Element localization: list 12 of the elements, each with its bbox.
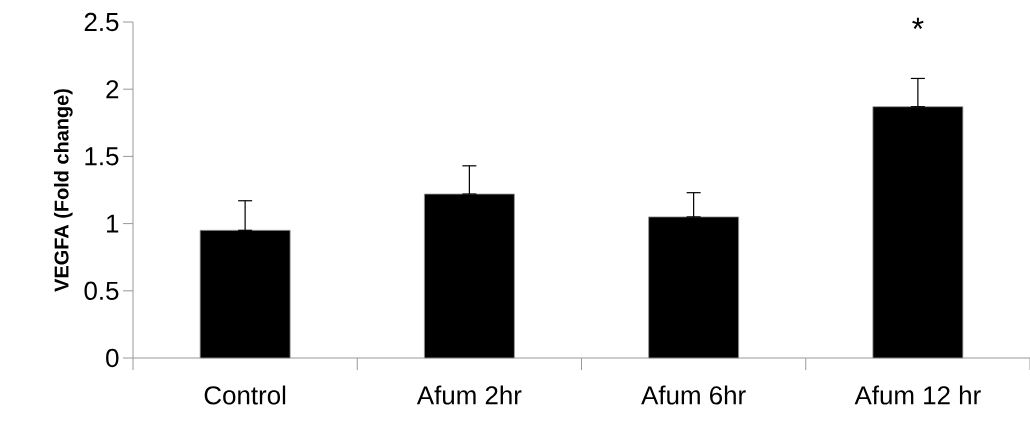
y-tick-label: 1 [107, 214, 119, 233]
x-tick-label: Control [204, 385, 286, 405]
y-tick-label: 0.5 [84, 281, 119, 300]
x-tick-label: Afum 6hr [641, 385, 746, 405]
x-tick-label: Afum 12 hr [854, 385, 981, 405]
y-tick-label: 2.5 [84, 12, 119, 32]
x-tick-label: Afum 2hr [416, 385, 522, 405]
y-tick-label: 2 [106, 80, 119, 99]
y-tick-label: 0 [106, 348, 119, 368]
y-axis-title: VEGFA (Fold change) [53, 89, 73, 292]
annotation: * [912, 17, 924, 29]
y-tick-label: 1.5 [85, 147, 119, 166]
